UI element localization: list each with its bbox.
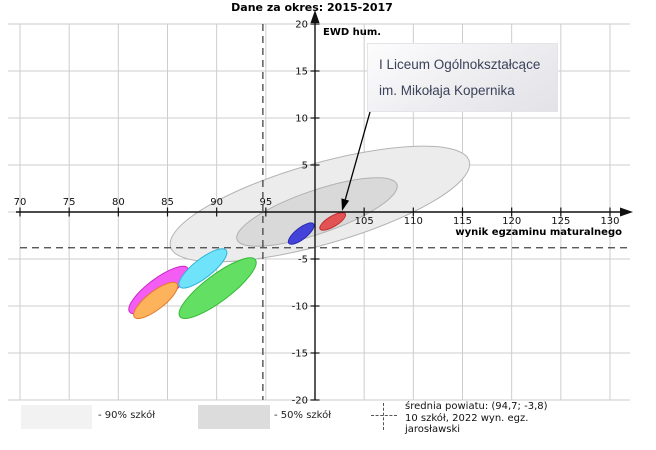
tooltip-arrow-line (344, 111, 371, 200)
x-tick-label: 130 (600, 216, 619, 227)
x-tick-label: 125 (551, 216, 570, 227)
y-axis-label: EWD hum. (323, 27, 382, 38)
tooltip-arrow-head-icon (341, 198, 350, 211)
school-orange-ellipse[interactable] (129, 277, 183, 324)
legend-swatch-90-percent (21, 405, 92, 429)
y-tick-label: 10 (295, 114, 308, 125)
school-red-highlighted-ellipse[interactable] (317, 209, 348, 233)
x-tick-label: 75 (63, 197, 76, 208)
x-tick-label: 70 (14, 197, 27, 208)
x-tick-label: 90 (210, 197, 223, 208)
mean-legend-line2: 10 szkół, 2022 wyn. egz. (405, 412, 529, 424)
school-tooltip-line2: im. Mikołaja Kopernika (379, 83, 515, 98)
mean-legend-text: średnia powiatu: (94,7; -3,8) 10 szkół, … (405, 401, 548, 436)
y-tick-label: -10 (292, 302, 308, 313)
y-axis-arrow-icon (310, 10, 320, 23)
school-green-ellipse[interactable] (172, 249, 263, 327)
y-tick-label: 15 (295, 67, 308, 78)
chart-title: Dane za okres: 2015-2017 (231, 1, 393, 14)
x-tick-label: 80 (112, 197, 125, 208)
x-tick-label: 85 (161, 197, 174, 208)
x-axis-label: wynik egzaminu maturalnego (455, 227, 622, 238)
legend-label-50-percent: - 50% szkół (274, 410, 332, 421)
x-tick-label: 110 (404, 216, 423, 227)
school-cyan-ellipse[interactable] (174, 243, 232, 294)
y-tick-label: 5 (302, 161, 308, 172)
school-blue-ellipse[interactable] (285, 219, 317, 247)
legend-swatch-50-percent (198, 405, 270, 429)
legend-label-90-percent: - 90% szkół (98, 410, 156, 421)
x-tick-label: 120 (502, 216, 521, 227)
mean-legend-line3: jarosławski (405, 424, 461, 435)
mean-legend-line1: średnia powiatu: (94,7; -3,8) (405, 401, 548, 412)
x-tick-label: 105 (355, 216, 374, 227)
x-tick-label: 115 (453, 216, 472, 227)
mean-lines-legend-icon-vertical (383, 403, 384, 430)
school-tooltip: I Liceum Ogólnokształcące im. Mikołaja K… (367, 43, 558, 112)
y-tick-label: -20 (292, 396, 308, 407)
school-tooltip-line1: I Liceum Ogólnokształcące (379, 57, 541, 72)
x-tick-label: 95 (259, 197, 272, 208)
mean-lines-legend-icon-horizontal (371, 415, 397, 416)
y-tick-label: -15 (292, 349, 308, 360)
y-tick-label: 20 (295, 20, 308, 31)
x-axis-arrow-icon (620, 207, 633, 217)
y-tick-label: -5 (298, 255, 308, 266)
